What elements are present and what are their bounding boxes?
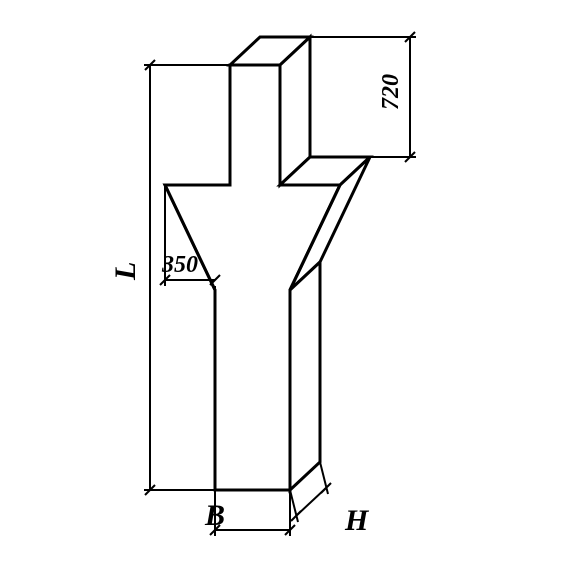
dimension-350-label: 350: [161, 252, 198, 278]
dimension-L-label: L: [109, 262, 142, 281]
dimension-B-label: B: [204, 499, 225, 532]
dimension-H-label: H: [344, 504, 370, 537]
engineering-drawing: L 720 350 B H: [0, 0, 575, 575]
dimension-720-label: 720: [378, 74, 404, 110]
